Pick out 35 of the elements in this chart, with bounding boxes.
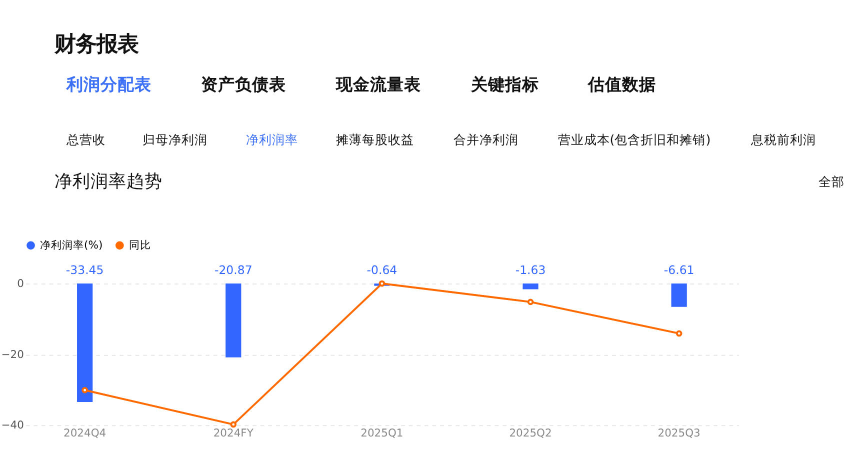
legend-label: 同比 (128, 238, 151, 252)
text: 利润分配表 (65, 75, 152, 94)
point (676, 330, 682, 337)
y-tick-label: 0 (17, 276, 24, 290)
data-label: -6.61 (664, 262, 694, 277)
point (527, 298, 534, 306)
data-label: -1.63 (515, 262, 546, 277)
chart-title: 净利润率趋势 (54, 170, 163, 192)
text: 总营收 (65, 132, 106, 147)
text: 息税前利润 (750, 132, 816, 147)
text: 全部 (818, 174, 844, 189)
point (82, 386, 88, 394)
data-label: -20.87 (214, 262, 252, 277)
text: 归母净利润 (142, 132, 208, 147)
x-tick-label: 2024FY (213, 426, 254, 440)
text: 净利润率 (246, 132, 298, 147)
text: 摊薄每股收益 (336, 132, 414, 147)
y-tick-label: −20 (1, 348, 24, 361)
point (230, 421, 237, 428)
y-tick-label: −40 (1, 418, 24, 432)
text: 财务报表 (54, 32, 139, 58)
text: 资产负债表 (201, 75, 286, 94)
legend-label: 净利润率(%) (40, 238, 103, 252)
x-tick-label: 2025Q1 (360, 426, 404, 440)
text: 估值数据 (587, 75, 656, 94)
text: 合并净利润 (453, 132, 518, 147)
text: 关键指标 (470, 75, 539, 94)
data-label: -0.64 (366, 262, 398, 277)
point (378, 280, 386, 287)
data-label: -33.45 (66, 262, 104, 277)
x-tick-label: 2025Q2 (509, 426, 552, 440)
text: 营业成本(包含折旧和摊销) (558, 132, 711, 147)
text: 现金流量表 (335, 75, 422, 94)
x-tick-label: 2025Q3 (658, 426, 700, 440)
x-tick-label: 2024Q4 (64, 426, 106, 440)
